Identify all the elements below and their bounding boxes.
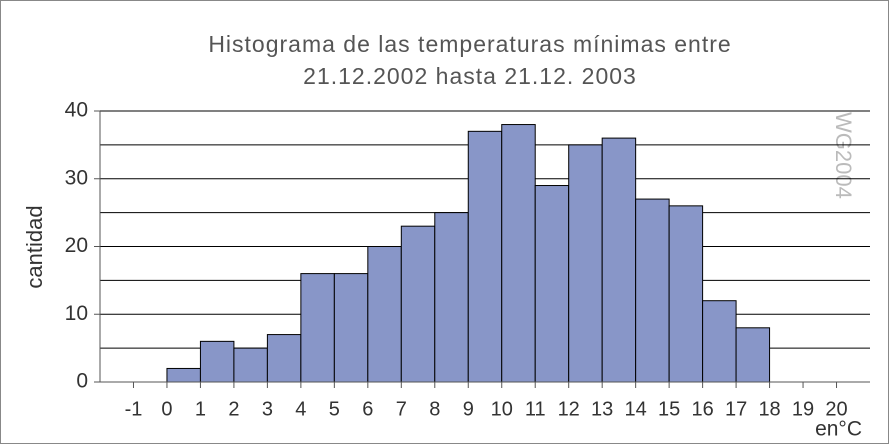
y-tick-label: 0 bbox=[76, 370, 88, 393]
bar bbox=[367, 246, 402, 383]
bar bbox=[501, 124, 536, 383]
x-tick-label: 12 bbox=[558, 398, 580, 420]
bar bbox=[601, 137, 637, 383]
x-tick-label: 18 bbox=[758, 398, 780, 420]
y-tick-label: 10 bbox=[65, 302, 88, 325]
bar bbox=[635, 198, 670, 383]
x-tick-label: 3 bbox=[262, 398, 273, 420]
x-tick-label: 7 bbox=[396, 398, 407, 420]
x-tick-label: -1 bbox=[125, 398, 143, 420]
bar bbox=[735, 327, 771, 383]
y-tick-label: 40 bbox=[65, 99, 88, 122]
x-tick-label: 5 bbox=[329, 398, 340, 420]
x-tick-label: 1 bbox=[195, 398, 206, 420]
bar bbox=[166, 367, 201, 383]
x-axis-label: en°C bbox=[815, 418, 862, 441]
bar bbox=[300, 273, 335, 383]
chart-title: 21.12.2002 hasta 21.12. 2003 bbox=[303, 63, 637, 89]
bar bbox=[467, 130, 503, 383]
bar bbox=[199, 340, 235, 383]
y-tick-label: 20 bbox=[65, 234, 88, 257]
x-tick-label: 2 bbox=[228, 398, 239, 420]
bar bbox=[568, 144, 603, 383]
bar bbox=[534, 185, 570, 383]
x-tick-label: 20 bbox=[825, 398, 847, 420]
bar bbox=[434, 212, 469, 383]
y-tick-label: 30 bbox=[65, 166, 88, 189]
bar bbox=[702, 300, 737, 383]
x-tick-label: 13 bbox=[591, 398, 613, 420]
x-tick-label: 10 bbox=[491, 398, 513, 420]
x-tick-label: 4 bbox=[295, 398, 306, 420]
x-tick-label: 8 bbox=[429, 398, 440, 420]
x-tick-label: 16 bbox=[691, 398, 713, 420]
x-tick-label: 19 bbox=[792, 398, 814, 420]
bar bbox=[668, 205, 704, 383]
x-tick-label: 15 bbox=[658, 398, 680, 420]
watermark: WG2004 bbox=[831, 112, 856, 199]
x-tick-label: 6 bbox=[362, 398, 373, 420]
bar bbox=[333, 273, 369, 383]
bar bbox=[233, 347, 268, 383]
chart-title: Histograma de las temperaturas mínimas e… bbox=[208, 31, 731, 57]
y-axis-label: cantidad bbox=[22, 205, 47, 288]
x-tick-label: 11 bbox=[525, 398, 546, 420]
x-tick-label: 0 bbox=[161, 398, 172, 420]
bar bbox=[266, 334, 302, 383]
x-tick-label: 9 bbox=[463, 398, 474, 420]
x-tick-label: 17 bbox=[725, 398, 747, 420]
x-tick-label: 14 bbox=[625, 398, 647, 420]
bar bbox=[400, 225, 436, 383]
